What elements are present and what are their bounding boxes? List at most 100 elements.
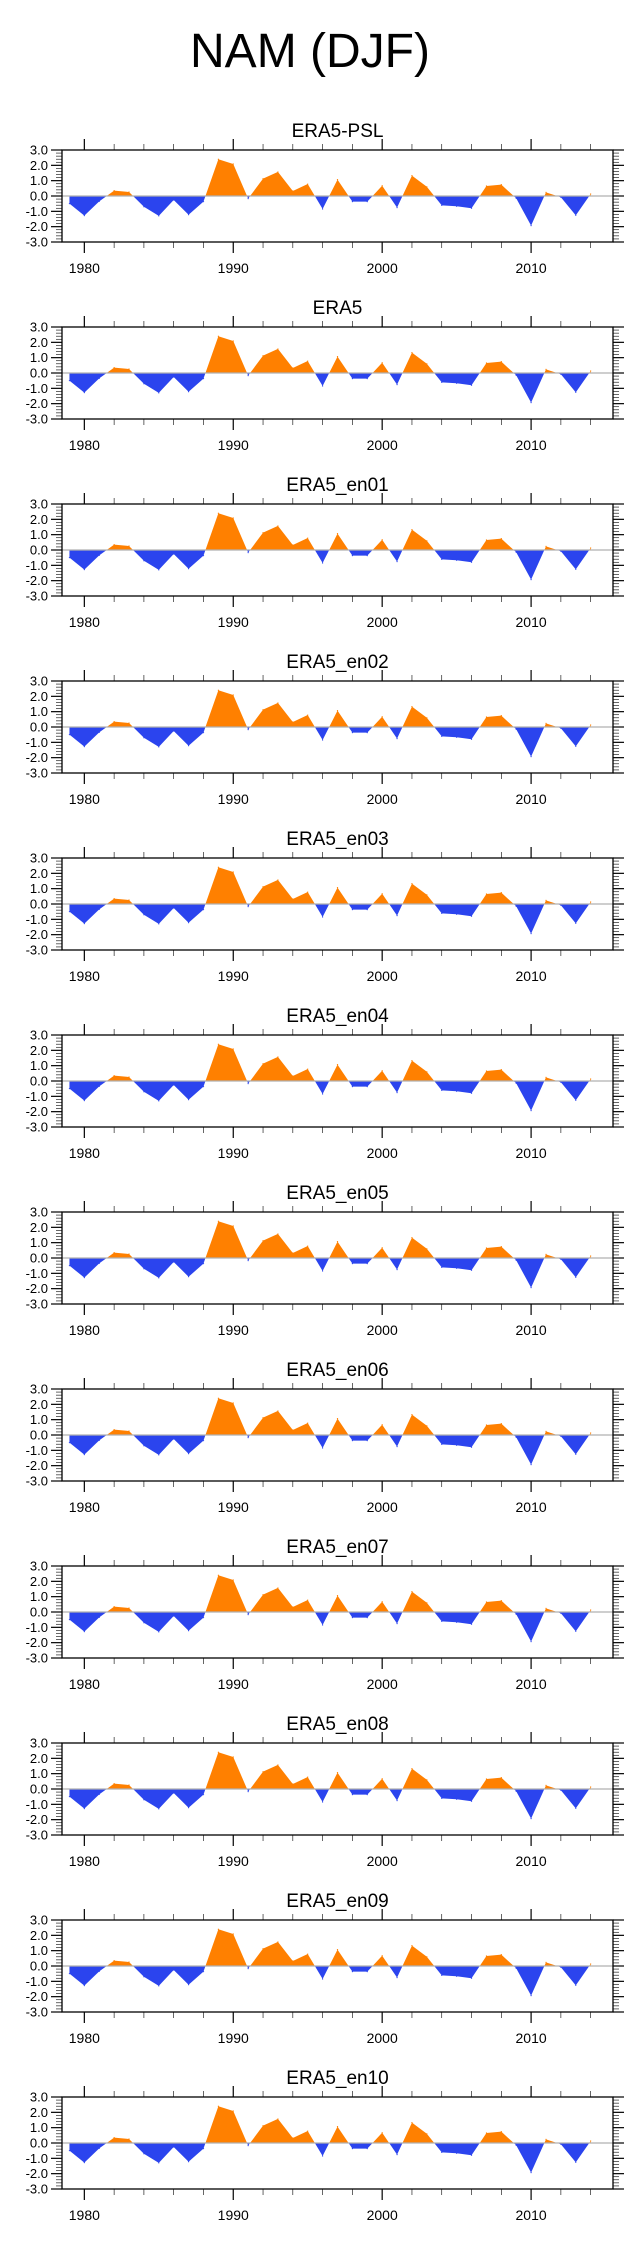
x-tick-label: 2000: [367, 1676, 398, 1692]
data-point-1995: [307, 1068, 309, 1070]
data-point-1993: [277, 1764, 279, 1766]
data-point-2004: [441, 1797, 443, 1799]
data-point-2001: [396, 1269, 398, 1271]
y-tick-label: 1.0: [30, 527, 48, 542]
data-point-2006: [470, 738, 473, 740]
data-point-2001: [396, 738, 398, 740]
y-tick-label: -3.0: [26, 1651, 48, 1666]
data-point-2009: [515, 1967, 517, 1969]
data-point-2007: [485, 2132, 488, 2134]
x-tick-label: 1980: [69, 260, 100, 276]
y-tick-label: 3.0: [30, 2090, 48, 2105]
y-tick-label: 2.0: [30, 2105, 48, 2120]
data-point-2014: [590, 547, 592, 549]
x-tick-label: 2010: [516, 791, 547, 807]
data-point-1985: [158, 1100, 160, 1102]
data-point-2004: [441, 1089, 443, 1091]
data-point-2011: [545, 191, 547, 193]
data-point-1982: [113, 367, 115, 369]
x-tick-label: 2000: [367, 1145, 398, 1161]
data-point-2006: [470, 1446, 473, 1448]
data-point-1980: [83, 1277, 85, 1279]
x-tick-label: 1980: [69, 1145, 100, 1161]
data-point-2008: [500, 2131, 502, 2133]
data-point-1983: [128, 545, 130, 547]
data-point-2001: [396, 384, 398, 386]
data-point-1983: [128, 722, 130, 724]
x-tick-label: 1990: [218, 2207, 249, 2223]
data-point-2013: [575, 745, 577, 747]
data-point-1994: [292, 1075, 294, 1077]
x-tick-label: 1990: [218, 260, 249, 276]
panel-era5-en02: ERA5_en02 -3.0-2.0-1.00.01.02.03.0 1980 199…: [26, 652, 624, 807]
panel-title: ERA5_en10: [286, 2068, 388, 2089]
data-point-1981: [98, 1439, 100, 1441]
data-point-1985: [158, 923, 160, 925]
data-point-1995: [307, 1245, 309, 1247]
data-point-1981: [98, 1793, 100, 1795]
data-point-1993: [277, 171, 279, 173]
data-point-1991: [247, 552, 249, 554]
data-point-1989: [217, 2105, 219, 2107]
data-point-1998: [351, 1617, 353, 1619]
data-point-1985: [158, 392, 160, 394]
y-tick-label: 1.0: [30, 1589, 48, 1604]
data-point-2010: [530, 2171, 532, 2174]
data-point-1996: [322, 1624, 324, 1626]
panel-era5-en05: ERA5_en05 -3.0-2.0-1.00.01.02.03.0 1980 199…: [26, 1183, 624, 1338]
y-tick-label: 0.0: [30, 2136, 48, 2151]
data-point-1998: [351, 1263, 353, 1265]
data-point-1982: [113, 1429, 115, 1431]
data-point-2012: [560, 1966, 562, 1968]
data-point-2001: [396, 1977, 398, 1979]
data-point-1983: [128, 1961, 130, 1963]
data-point-2010: [530, 1994, 532, 1997]
data-point-2013: [575, 1630, 577, 1632]
y-tick-label: -2.0: [26, 927, 48, 942]
data-point-2011: [545, 1961, 547, 1963]
positive-area: [69, 690, 591, 727]
data-point-2001: [396, 1092, 398, 1094]
x-tick-label: 2010: [516, 437, 547, 453]
data-point-1992: [262, 1417, 264, 1419]
data-point-1985: [158, 215, 160, 217]
data-point-1988: [202, 555, 205, 557]
data-point-1988: [202, 1794, 205, 1796]
data-point-1998: [351, 555, 353, 557]
y-tick-label: 3.0: [30, 497, 48, 512]
data-point-2000: [381, 185, 383, 187]
data-point-2009: [515, 1790, 517, 1792]
data-point-2006: [470, 1623, 473, 1625]
data-point-1998: [351, 2148, 353, 2150]
data-point-1983: [128, 1076, 130, 1078]
data-point-2008: [500, 538, 502, 540]
data-point-1994: [292, 1960, 294, 1962]
data-point-2003: [426, 363, 428, 365]
data-point-1982: [113, 544, 115, 546]
data-point-1988: [202, 1086, 205, 1088]
data-point-1986: [173, 1792, 175, 1794]
panel-title: ERA5-PSL: [292, 121, 384, 142]
x-tick-label: 2000: [367, 2207, 398, 2223]
data-point-2000: [381, 1778, 383, 1780]
x-tick-label: 1990: [218, 968, 249, 984]
data-point-1987: [187, 214, 190, 216]
data-point-2008: [500, 184, 502, 186]
data-point-2006: [470, 1977, 473, 1979]
data-point-1996: [322, 562, 324, 564]
data-point-2005: [456, 1444, 458, 1446]
positive-area: [69, 1929, 591, 1966]
data-point-2010: [530, 932, 532, 935]
data-point-2008: [500, 1777, 502, 1779]
y-tick-label: -1.0: [26, 2151, 48, 2166]
data-point-2008: [500, 1069, 502, 1071]
data-point-1993: [277, 1410, 279, 1412]
data-point-1994: [292, 1783, 294, 1785]
data-point-2009: [515, 374, 517, 376]
data-point-1996: [322, 916, 324, 918]
figure-title: NAM (DJF): [190, 25, 430, 78]
data-point-1998: [351, 1794, 353, 1796]
data-point-1999: [366, 378, 368, 380]
y-tick-label: 0.0: [30, 189, 48, 204]
